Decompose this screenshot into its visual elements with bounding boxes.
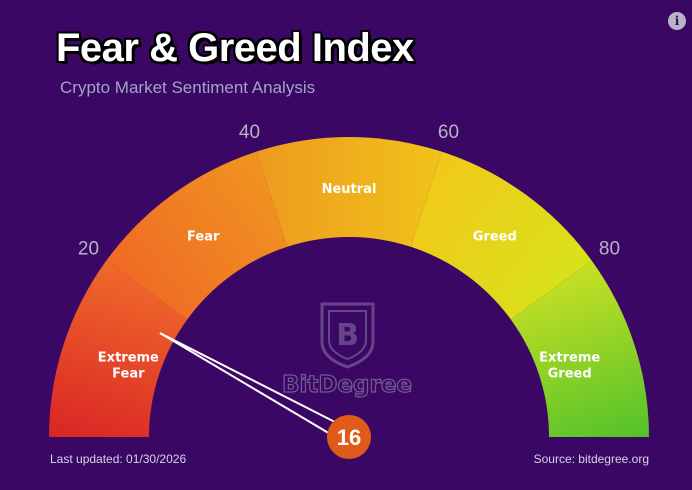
- info-icon[interactable]: i: [668, 12, 686, 30]
- gauge-zone: [510, 260, 649, 437]
- gauge-zone: [256, 136, 442, 247]
- zone-label: Extreme Greed: [539, 350, 600, 381]
- tick-label: 80: [599, 239, 620, 260]
- gauge-zone: [49, 260, 188, 437]
- zone-label: Extreme Fear: [98, 350, 159, 381]
- gauge-zone: [410, 151, 592, 320]
- needle-value-badge: [327, 415, 371, 459]
- page-title: Fear & Greed Index: [56, 26, 414, 70]
- svg-text:B: B: [336, 318, 359, 353]
- gauge-zone: [106, 151, 288, 320]
- last-updated-text: Last updated: 01/30/2026: [50, 452, 187, 466]
- gauge-value: 16: [337, 425, 361, 450]
- zone-label: Fear: [187, 229, 220, 244]
- tick-label: 20: [78, 239, 99, 260]
- zone-label: Neutral: [322, 182, 377, 197]
- bitdegree-logo: B: [320, 302, 375, 369]
- watermark-text: BitDegree: [282, 372, 412, 398]
- source-text: Source: bitdegree.org: [533, 452, 649, 466]
- zone-label: Greed: [473, 229, 517, 244]
- page-subtitle: Crypto Market Sentiment Analysis: [60, 78, 316, 97]
- tick-label: 40: [239, 122, 260, 143]
- tick-label: 60: [438, 122, 459, 143]
